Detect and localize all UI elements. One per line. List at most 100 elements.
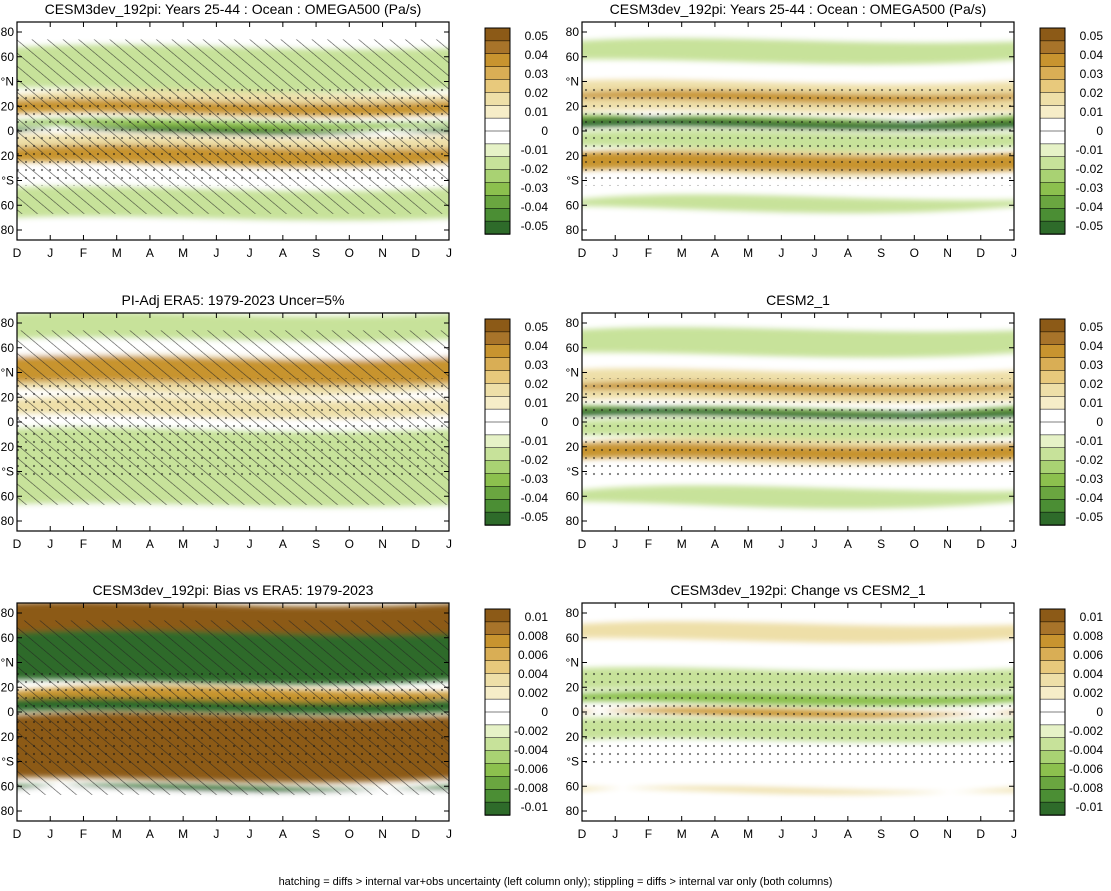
y-tick-label: 80 (1, 804, 15, 818)
colorbar-label: -0.01 (521, 434, 549, 448)
x-tick-label: A (279, 246, 287, 260)
colorbar-label: -0.004 (1069, 743, 1103, 757)
x-tick-label: O (345, 827, 354, 841)
colorbar-label: 0.03 (1080, 67, 1104, 81)
x-tick-label: M (677, 246, 687, 260)
y-tick-label: 0 (7, 415, 14, 429)
colorbar-label: 0.02 (525, 86, 549, 100)
x-tick-label: J (446, 827, 452, 841)
x-tick-label: J (612, 827, 618, 841)
colorbar-label: 0.02 (525, 377, 549, 391)
colorbar-label: 0.01 (525, 610, 549, 624)
colorbar-label: -0.004 (514, 743, 548, 757)
contour-band (582, 326, 1014, 358)
stippling (582, 87, 1014, 186)
colorbar-label: 0.03 (1080, 358, 1104, 372)
panel-title: PI-Adj ERA5: 1979-2023 Uncer=5% (122, 292, 345, 308)
colorbar-cell (1039, 686, 1066, 700)
colorbar-label: -0.02 (521, 162, 549, 176)
colorbar-label: 0.05 (525, 29, 549, 43)
x-tick-label: J (213, 537, 219, 551)
contour-band (582, 313, 1014, 329)
x-tick-label: A (844, 537, 852, 551)
colorbar-label: -0.05 (1076, 219, 1104, 233)
x-tick-label: J (812, 827, 818, 841)
x-tick-label: N (943, 537, 952, 551)
x-tick-label: N (378, 246, 387, 260)
x-tick-label: F (80, 827, 87, 841)
hatching (17, 620, 449, 795)
x-tick-label: O (345, 246, 354, 260)
colorbar-label: 0 (1096, 705, 1103, 719)
y-tick-label: 0 (572, 705, 579, 719)
plot-area-p6 (582, 603, 1014, 821)
contour-band (582, 621, 1014, 644)
colorbar-label: 0.05 (1080, 29, 1104, 43)
x-tick-label: J (612, 246, 618, 260)
y-tick-label: 60 (566, 198, 580, 212)
y-tick-label: 80 (566, 606, 580, 620)
colorbar-label: 0.008 (518, 629, 548, 643)
y-tick-label: 80 (566, 25, 580, 39)
colorbar-label: -0.01 (1076, 143, 1104, 157)
colorbar-label: 0.02 (1080, 86, 1104, 100)
x-tick-label: M (178, 246, 188, 260)
x-tick-label: J (778, 827, 784, 841)
x-tick-label: F (80, 246, 87, 260)
hatching (17, 330, 449, 505)
colorbar-cell (1039, 801, 1066, 816)
y-tick-label: 20 (1, 99, 15, 113)
y-tick-label: °S (1, 465, 14, 479)
y-tick-label: 0 (7, 124, 14, 138)
x-tick-label: M (112, 246, 122, 260)
colorbar-cell (1039, 737, 1066, 752)
x-tick-label: J (47, 246, 53, 260)
colorbar-label: 0.03 (525, 358, 549, 372)
x-tick-label: S (312, 827, 320, 841)
colorbar-label: -0.05 (521, 219, 549, 233)
x-tick-label: J (47, 537, 53, 551)
contour-band (582, 65, 1014, 81)
plot-area-p2 (582, 22, 1014, 240)
y-tick-label: 0 (572, 415, 579, 429)
y-tick-label: 80 (1, 316, 15, 330)
colorbar-label: -0.02 (521, 453, 549, 467)
x-tick-label: O (345, 537, 354, 551)
contour-band (17, 218, 449, 240)
colorbar-label: -0.04 (1076, 491, 1104, 505)
colorbar-label: 0.002 (1073, 686, 1103, 700)
contour-band (582, 786, 1014, 795)
colorbar-label: 0.01 (1080, 105, 1104, 119)
colorbar-label: -0.03 (1076, 472, 1104, 486)
colorbar-label: -0.01 (1076, 800, 1104, 814)
y-tick-label: 20 (1, 149, 15, 163)
y-tick-label: 80 (1, 514, 15, 528)
x-tick-label: O (910, 827, 919, 841)
x-tick-label: J (47, 827, 53, 841)
colorbar-label: -0.006 (1069, 762, 1103, 776)
colorbar-label: 0.04 (1080, 48, 1104, 62)
y-tick-label: 60 (566, 50, 580, 64)
colorbar-label: 0.004 (1073, 667, 1103, 681)
colorbar-label: 0 (1096, 124, 1103, 138)
colorbar-label: 0 (541, 705, 548, 719)
colorbar-label: 0.006 (518, 648, 548, 662)
x-tick-label: S (312, 537, 320, 551)
colorbar-label: 0 (541, 124, 548, 138)
colorbar-label: -0.01 (1076, 434, 1104, 448)
colorbar-label: -0.03 (1076, 181, 1104, 195)
colorbar-cell (1039, 660, 1066, 675)
colorbar-label: 0.02 (1080, 377, 1104, 391)
y-tick-label: 20 (1, 440, 15, 454)
stippling (582, 668, 1014, 767)
colorbar-label: 0.004 (518, 667, 548, 681)
colorbar-label: -0.01 (521, 800, 549, 814)
plot-area-p3 (17, 313, 449, 531)
y-tick-label: 80 (566, 804, 580, 818)
y-tick-label: °N (1, 656, 14, 670)
colorbar-label: 0.04 (525, 48, 549, 62)
plot-area-p1 (17, 22, 449, 240)
x-tick-label: D (411, 246, 420, 260)
x-tick-label: S (312, 246, 320, 260)
x-tick-label: F (80, 537, 87, 551)
